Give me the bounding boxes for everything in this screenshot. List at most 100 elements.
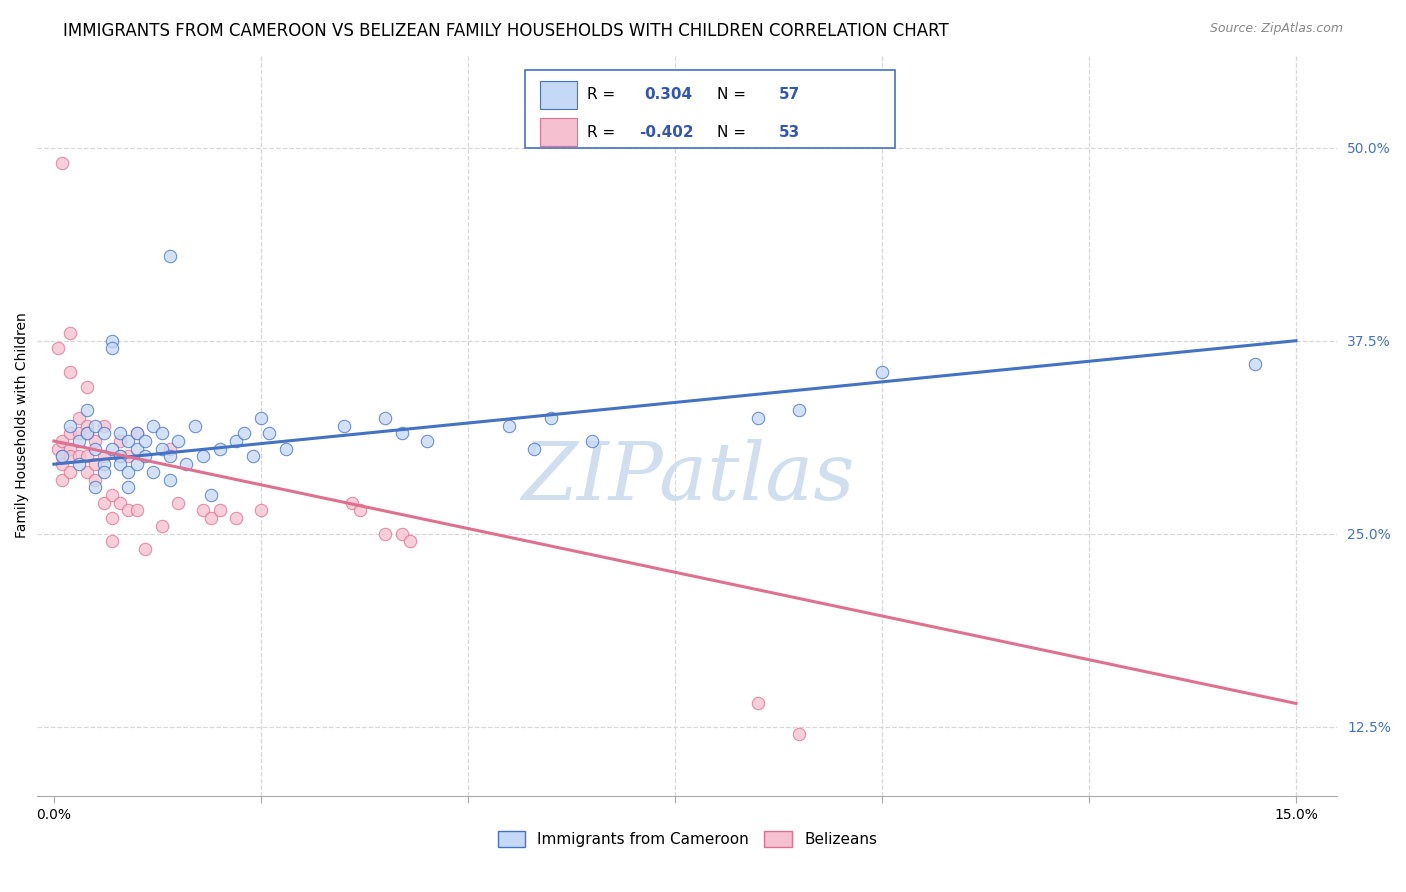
Point [125, 457, 148, 471]
Point [51, 457, 73, 471]
Point [274, 442, 297, 456]
Point [117, 434, 139, 448]
Point [76, 426, 98, 441]
Point [257, 426, 280, 441]
Point [84, 442, 107, 456]
Point [159, 249, 181, 263]
Point [125, 503, 148, 517]
Text: N =: N = [717, 125, 751, 140]
Point [399, 534, 422, 549]
Point [150, 442, 173, 456]
Point [183, 418, 205, 433]
Point [191, 450, 214, 464]
Point [108, 496, 131, 510]
Point [93, 457, 115, 471]
Point [134, 434, 156, 448]
Point [101, 442, 124, 456]
Point [250, 503, 273, 517]
Point [125, 442, 148, 456]
FancyBboxPatch shape [540, 81, 576, 109]
Point [415, 434, 437, 448]
Point [167, 434, 190, 448]
Point [108, 450, 131, 464]
Text: 57: 57 [779, 87, 800, 103]
Point [125, 426, 148, 441]
Point [225, 511, 247, 525]
Point [391, 426, 413, 441]
Point [59, 365, 82, 379]
FancyBboxPatch shape [524, 70, 896, 148]
Point [349, 503, 371, 517]
Point [200, 511, 222, 525]
Point [391, 526, 413, 541]
Point [167, 496, 190, 510]
Text: -0.402: -0.402 [640, 125, 695, 140]
Point [108, 457, 131, 471]
Point [250, 410, 273, 425]
Point [117, 450, 139, 464]
Point [59, 418, 82, 433]
Point [787, 403, 810, 417]
Point [101, 334, 124, 348]
Point [332, 418, 354, 433]
Point [93, 418, 115, 433]
Point [134, 450, 156, 464]
Point [93, 496, 115, 510]
Point [59, 426, 82, 441]
Point [93, 450, 115, 464]
Point [59, 442, 82, 456]
Point [101, 511, 124, 525]
Point [1243, 357, 1265, 371]
Point [870, 365, 893, 379]
Point [150, 519, 173, 533]
Point [150, 426, 173, 441]
Point [225, 434, 247, 448]
Point [76, 380, 98, 394]
Point [51, 450, 73, 464]
Point [76, 465, 98, 479]
Point [540, 410, 562, 425]
Point [747, 410, 769, 425]
Point [51, 434, 73, 448]
Point [200, 488, 222, 502]
Point [125, 426, 148, 441]
Point [59, 326, 82, 340]
FancyBboxPatch shape [540, 118, 576, 146]
Point [747, 697, 769, 711]
Point [101, 488, 124, 502]
Point [76, 403, 98, 417]
Text: ZIPatlas: ZIPatlas [520, 439, 853, 516]
Point [101, 342, 124, 356]
Point [374, 410, 396, 425]
Point [51, 156, 73, 170]
Point [76, 418, 98, 433]
Point [67, 434, 90, 448]
Point [46, 442, 69, 456]
Point [84, 457, 107, 471]
Point [67, 410, 90, 425]
Point [101, 534, 124, 549]
Point [108, 426, 131, 441]
Point [208, 442, 231, 456]
Point [176, 457, 198, 471]
Point [67, 457, 90, 471]
Point [117, 465, 139, 479]
Point [108, 450, 131, 464]
Text: 53: 53 [779, 125, 800, 140]
Point [142, 418, 165, 433]
Point [159, 442, 181, 456]
Text: R =: R = [588, 125, 620, 140]
Point [581, 434, 603, 448]
Y-axis label: Family Households with Children: Family Households with Children [15, 313, 30, 539]
Point [191, 503, 214, 517]
Point [142, 465, 165, 479]
Point [46, 342, 69, 356]
Text: Source: ZipAtlas.com: Source: ZipAtlas.com [1209, 22, 1343, 36]
Text: N =: N = [717, 87, 751, 103]
Point [59, 450, 82, 464]
Point [498, 418, 520, 433]
Point [233, 426, 256, 441]
Point [242, 450, 264, 464]
Point [159, 473, 181, 487]
Legend: Immigrants from Cameroon, Belizeans: Immigrants from Cameroon, Belizeans [491, 824, 884, 855]
